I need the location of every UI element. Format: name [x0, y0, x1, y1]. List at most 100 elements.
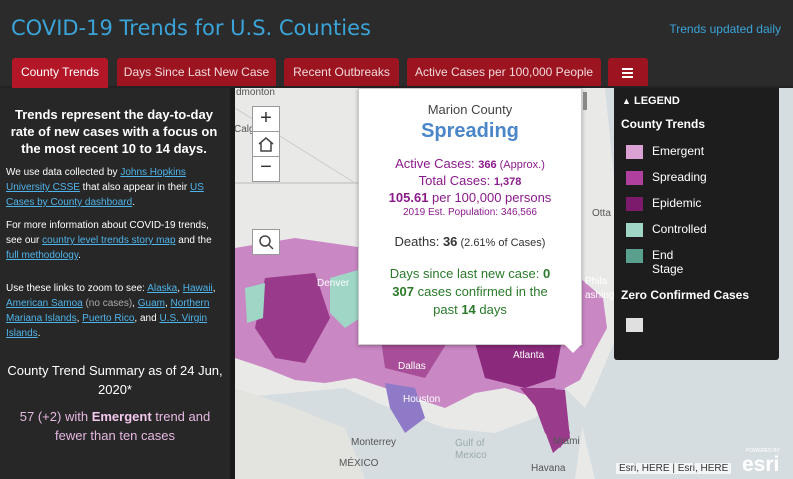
- swatch: [626, 318, 643, 332]
- popup-county-name: Marion County: [427, 102, 513, 117]
- swatch: [626, 171, 643, 185]
- zoom-controls: + −: [252, 106, 280, 182]
- pct: (2.61% of Cases): [457, 237, 546, 249]
- sidebar-scrollbar[interactable]: [230, 88, 235, 479]
- label: past: [433, 302, 462, 317]
- popup-deaths: Deaths: 36 (2.61% of Cases): [359, 234, 581, 249]
- note: (Approx.): [496, 159, 545, 171]
- swatch: [626, 197, 643, 211]
- map-label-edmonton: dmonton: [236, 88, 275, 98]
- search-icon: [259, 235, 274, 250]
- text: For more information about COVID-19 tren…: [6, 220, 209, 246]
- map-label-denver: Denver: [317, 278, 350, 289]
- map-label-dallas: Dallas: [398, 361, 426, 372]
- popup-days-since: Days since last new case: 0 307 cases co…: [359, 265, 581, 319]
- sidebar-lead: Trends represent the day-to-day rate of …: [10, 107, 218, 156]
- popup-trend-status: Spreading: [421, 120, 519, 142]
- label: Total Cases:: [418, 173, 494, 188]
- link-us-cases-dashboard[interactable]: US Cases by County dashboard: [6, 182, 204, 208]
- legend-panel: ▲ LEGEND County Trends Emergent Spreadin…: [614, 88, 779, 360]
- map-attribution: Esri, HERE | Esri, HERE: [616, 463, 732, 474]
- label: Epidemic: [652, 196, 702, 210]
- text: Use these links to zoom to see:: [6, 283, 148, 294]
- emergent-word: Emergent: [91, 409, 152, 424]
- sidebar-data-source: We use data collected by Johns Hopkins U…: [6, 165, 220, 210]
- recent-value: 307: [392, 284, 414, 299]
- legend-toggle[interactable]: ▲ LEGEND: [622, 95, 680, 107]
- map-label-ottawa: Otta: [592, 208, 611, 219]
- link-us-virgin-islands[interactable]: U.S. Virgin Islands: [6, 313, 208, 339]
- legend-section-zero: Zero Confirmed Cases: [621, 288, 750, 302]
- app-title: COVID-19 Trends for U.S. Counties: [11, 16, 371, 40]
- link-guam[interactable]: Guam: [137, 298, 165, 309]
- map-label-atlanta: Atlanta: [513, 350, 545, 361]
- tab-bar: County Trends Days Since Last New Case R…: [0, 56, 793, 88]
- app-header: COVID-19 Trends for U.S. Counties Trends…: [0, 0, 793, 57]
- esri-logo: POWERED BY esri: [740, 447, 790, 477]
- value: 105.61: [388, 190, 429, 205]
- powered-by-text: POWERED BY: [746, 448, 780, 454]
- home-icon: [258, 137, 274, 152]
- map-label-calgary: Calgary: [235, 124, 268, 135]
- map-label-havana: Havana: [531, 463, 566, 474]
- swatch: [626, 145, 643, 159]
- link-johns-hopkins[interactable]: Johns Hopkins University CSSE: [6, 167, 186, 193]
- tab-county-trends[interactable]: County Trends: [12, 58, 108, 88]
- link-alaska[interactable]: Alaska: [147, 283, 178, 294]
- link-full-methodology[interactable]: full methodology: [6, 250, 79, 261]
- tab-days-since-last-new-case[interactable]: Days Since Last New Case: [117, 58, 276, 86]
- value: 14: [461, 302, 476, 317]
- label: Deaths:: [394, 234, 443, 249]
- esri-name: esri: [742, 453, 780, 476]
- zoom-in-button[interactable]: +: [253, 107, 279, 132]
- text: .: [132, 197, 135, 208]
- label: per 100,000 persons: [428, 190, 552, 205]
- label: Active Cases:: [395, 156, 479, 171]
- text: trend and fewer than ten cases: [55, 409, 211, 443]
- value: 0: [542, 266, 551, 281]
- map-label-philadelphia: Phila: [585, 276, 608, 287]
- sidebar-more-info: For more information about COVID-19 tren…: [6, 218, 220, 263]
- popup-rate: 105.61 per 100,000 persons: [359, 190, 581, 205]
- sidebar-zoom-links: Use these links to zoom to see: Alaska, …: [6, 283, 216, 339]
- text: that also appear in their: [79, 182, 190, 193]
- map-search-button[interactable]: [252, 229, 280, 255]
- value: 346,566: [500, 207, 537, 218]
- link-hawaii[interactable]: Hawaii: [182, 283, 213, 294]
- swatch: [626, 249, 643, 263]
- value: 366: [478, 159, 497, 171]
- legend-title: LEGEND: [633, 95, 680, 107]
- tab-recent-outbreaks[interactable]: Recent Outbreaks: [284, 58, 399, 86]
- tab-menu[interactable]: [608, 58, 648, 86]
- tab-active-cases-per-100k[interactable]: Active Cases per 100,000 People: [407, 58, 601, 86]
- link-northern-mariana[interactable]: Northern Mariana Islands: [6, 298, 210, 324]
- legend-section-trends: County Trends: [621, 117, 706, 131]
- label: Spreading: [652, 170, 707, 184]
- text: and: [139, 313, 157, 324]
- text: We use data collected by: [6, 167, 121, 178]
- popup-scroll-handle[interactable]: [583, 92, 587, 110]
- text: .: [78, 250, 81, 261]
- label: Emergent: [652, 144, 705, 158]
- map-label-gulf-2: Mexico: [455, 450, 487, 461]
- link-story-map[interactable]: country level trends story map: [42, 235, 176, 246]
- sidebar-panel: Trends represent the day-to-day rate of …: [0, 88, 230, 479]
- link-puerto-rico[interactable]: Puerto Rico: [82, 313, 135, 324]
- zoom-out-button[interactable]: −: [260, 156, 272, 178]
- popup-active-cases: Active Cases: 366 (Approx.): [359, 156, 581, 171]
- swatch: [626, 223, 643, 237]
- label: Days since last new case:: [389, 266, 543, 281]
- value: 1,378: [493, 176, 522, 188]
- map-label-gulf-1: Gulf of: [455, 438, 485, 449]
- label: Controlled: [652, 222, 707, 236]
- label: 2019 Est. Population:: [402, 207, 501, 218]
- emergent-summary: 57 (+2) with Emergent trend and fewer th…: [6, 407, 224, 445]
- map-label-monterrey: Monterrey: [351, 437, 397, 448]
- home-button[interactable]: [253, 132, 279, 157]
- value: 36: [442, 234, 458, 249]
- map-label-washington: ashing: [585, 290, 615, 301]
- label: End Stage: [652, 248, 684, 276]
- map-label-mexico: MÉXICO: [339, 458, 379, 469]
- link-american-samoa[interactable]: American Samoa: [6, 298, 83, 309]
- map-label-miami: Miami: [553, 436, 580, 447]
